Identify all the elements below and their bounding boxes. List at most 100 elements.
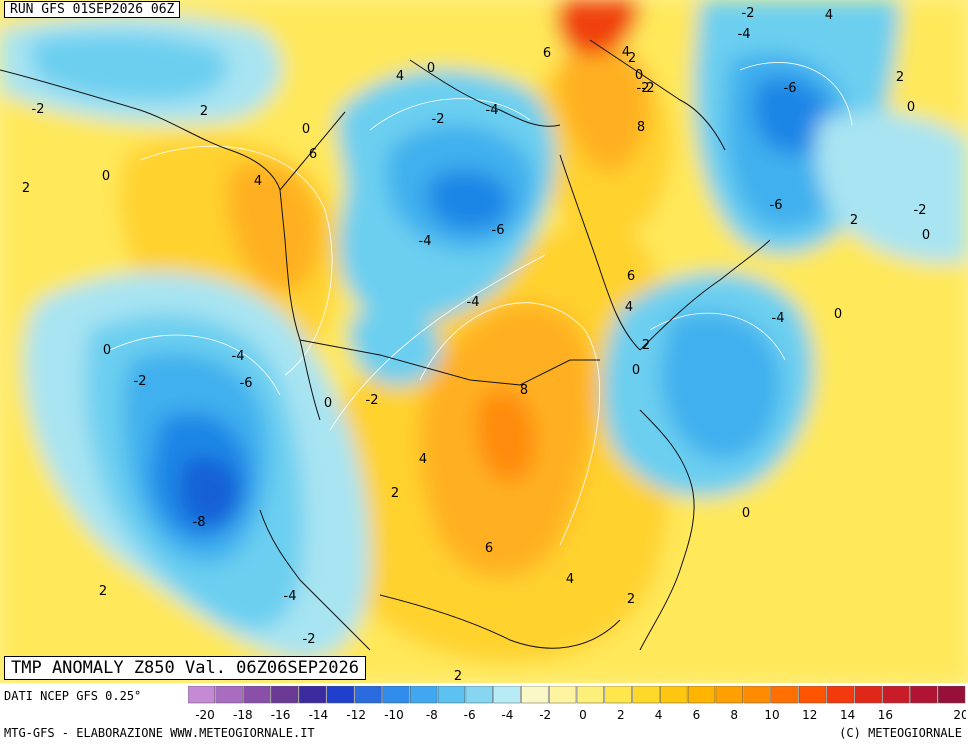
colorbar-cell — [298, 686, 327, 704]
colorbar-cell — [771, 686, 799, 704]
run-label: RUN GFS 01SEP2026 06Z — [4, 1, 181, 18]
anomaly-value-label: -6 — [784, 81, 797, 96]
anomaly-value-label: 6 — [627, 269, 635, 284]
colorbar-cell — [271, 686, 299, 704]
contour-0 — [139, 145, 333, 376]
anomaly-value-label: 2 — [896, 70, 904, 85]
anomaly-value-label: -2 — [303, 632, 316, 647]
anomaly-value-label: 0 — [102, 169, 110, 184]
anomaly-value-label: -2 — [642, 81, 655, 96]
anomaly-value-label: -2 — [134, 374, 147, 389]
colorbar-tick-label: 2 — [617, 708, 625, 722]
colorbar-cell — [382, 686, 410, 704]
coastline-7 — [379, 594, 621, 649]
colorbar-tick-label: 16 — [878, 708, 893, 722]
anomaly-value-label: -2 — [742, 6, 755, 21]
colorbar-cell — [437, 686, 466, 704]
anomaly-region-18 — [30, 33, 228, 102]
colorbar-tick-label: 14 — [840, 708, 855, 722]
coastline-1 — [299, 339, 600, 386]
colorbar-cell — [215, 686, 243, 704]
colorbar-tick-label: -14 — [309, 708, 329, 722]
colorbar-cell — [354, 686, 382, 704]
contour-lines — [109, 62, 853, 546]
anomaly-region-16 — [660, 312, 781, 460]
anomaly-value-label: -4 — [486, 103, 499, 118]
anomaly-value-label: -4 — [284, 589, 297, 604]
footer-credit: MTG-GFS - ELABORAZIONE WWW.METEOGIORNALE… — [4, 726, 315, 740]
colorbar-cell — [799, 686, 827, 704]
colorbar-tick-label: 20 — [953, 708, 966, 722]
coastline-9 — [589, 39, 726, 151]
colorbar-cell — [826, 686, 855, 704]
colorbar-cell — [410, 686, 438, 704]
anomaly-value-label: 4 — [396, 69, 404, 84]
anomaly-value-label: -2 — [432, 112, 445, 127]
colorbar-cell — [660, 686, 688, 704]
anomaly-value-label: 4 — [625, 300, 633, 315]
anomaly-value-label: 8 — [637, 120, 645, 135]
footer-copyright: (C) METEOGIORNALE — [839, 726, 962, 740]
colorbar-cell — [326, 686, 354, 704]
anomaly-value-label: -4 — [467, 295, 480, 310]
anomaly-value-label: 6 — [309, 147, 317, 162]
anomaly-value-label: 0 — [324, 396, 332, 411]
colorbar-tick-label: 8 — [730, 708, 738, 722]
anomaly-value-label: 2 — [454, 669, 462, 683]
anomaly-value-label: 6 — [543, 46, 551, 61]
contour-5 — [649, 312, 786, 361]
colorbar-tick-label: 10 — [764, 708, 779, 722]
coastline-5 — [639, 409, 695, 651]
anomaly-value-label: -4 — [772, 311, 785, 326]
anomaly-value-label: 0 — [103, 343, 111, 358]
anomaly-value-label: 2 — [850, 213, 858, 228]
colorbar-tick-label: -2 — [539, 708, 551, 722]
anomaly-region-5 — [476, 390, 536, 483]
contour-6 — [329, 254, 546, 431]
colorbar-cell — [465, 686, 493, 704]
anomaly-value-label: 0 — [427, 61, 435, 76]
contour-1 — [419, 302, 600, 546]
colorbar-tick-label: -4 — [501, 708, 513, 722]
anomaly-value-label: 4 — [825, 8, 833, 23]
colorbar-cell — [715, 686, 743, 704]
colorbar-tick-label: 4 — [655, 708, 663, 722]
colorbar-cell — [493, 686, 521, 704]
colorbar-cell — [521, 686, 549, 704]
anomaly-value-label: 8 — [520, 383, 528, 398]
coastline-8 — [409, 59, 561, 127]
anomaly-value-label: -6 — [770, 198, 783, 213]
anomaly-region-7 — [557, 45, 650, 172]
colorbar-tick-label: -6 — [464, 708, 476, 722]
anomaly-value-label: 4 — [622, 45, 630, 60]
anomaly-region-25 — [815, 111, 968, 263]
colorbar-tick-label: -12 — [346, 708, 366, 722]
anomaly-region-8 — [556, 0, 640, 55]
colorbar-tick-label: -20 — [195, 708, 215, 722]
anomaly-value-label: -2 — [637, 81, 650, 96]
coastline-2 — [279, 111, 346, 191]
anomaly-region-2 — [227, 162, 321, 292]
anomaly-value-label: 2 — [22, 181, 30, 196]
colorbar-cell — [743, 686, 771, 704]
contour-2 — [369, 98, 531, 131]
anomaly-value-label: 2 — [642, 338, 650, 353]
anomaly-value-label: 0 — [834, 307, 842, 322]
colorbar-legend: -20 -18 -16 -14 -12 -10 -8 -6 -4 -2 0 2 4 6 8 10 12 14 16 2… — [188, 686, 966, 722]
colorbar-tick-label: 0 — [579, 708, 587, 722]
coastline-0 — [0, 69, 321, 421]
anomaly-value-label: 4 — [566, 572, 574, 587]
anomaly-region-11 — [426, 169, 511, 231]
colorbar-cell — [632, 686, 660, 704]
data-source: DATI NCEP GFS 0.25° — [4, 689, 142, 703]
colorbar-cell — [243, 686, 271, 704]
anomaly-value-label: -2 — [366, 393, 379, 408]
anomaly-value-label: 0 — [742, 506, 750, 521]
anomaly-value-label: 0 — [632, 363, 640, 378]
colorbar-cell — [687, 686, 716, 704]
map-title: TMP ANOMALY Z850 Val. 06Z06SEP2026 — [4, 656, 366, 680]
coastline-4 — [639, 239, 771, 351]
